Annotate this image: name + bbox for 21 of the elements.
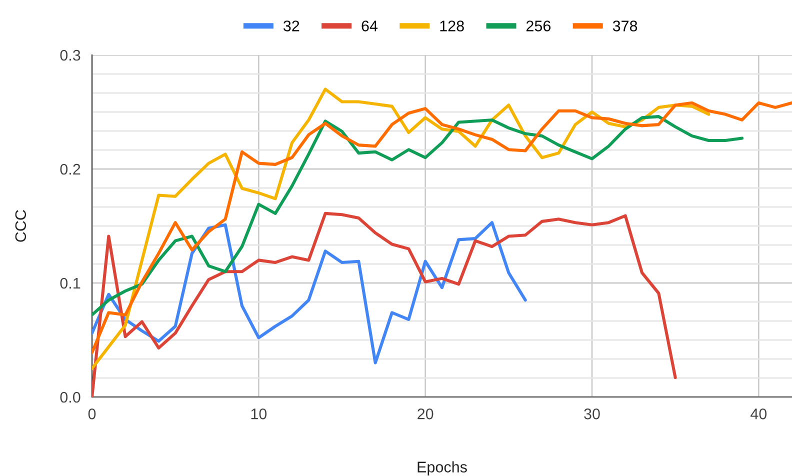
y-tick-label: 0.3 [60, 50, 80, 61]
line-series [92, 221, 527, 364]
legend-label: 64 [362, 20, 378, 32]
legend-label: 128 [440, 20, 464, 32]
line-series [92, 101, 792, 354]
x-tick-label: 20 [418, 408, 434, 420]
y-tick-label: 0.2 [60, 164, 80, 175]
x-tick-label: 10 [251, 408, 267, 420]
line-series [92, 212, 677, 397]
legend-label: 32 [283, 20, 300, 32]
line-series [92, 88, 710, 370]
legend-label: 378 [612, 20, 638, 32]
y-tick-label: 0.0 [60, 392, 80, 403]
line-series [92, 115, 744, 316]
y-axis-title: CCC [15, 210, 26, 242]
x-tick-label: 30 [584, 408, 600, 420]
legend-label: 256 [526, 20, 551, 32]
x-tick-label: 0 [88, 408, 96, 420]
x-axis-title: Epochs [418, 461, 467, 476]
x-tick-label: 40 [750, 408, 767, 420]
y-tick-label: 0.1 [60, 278, 80, 289]
